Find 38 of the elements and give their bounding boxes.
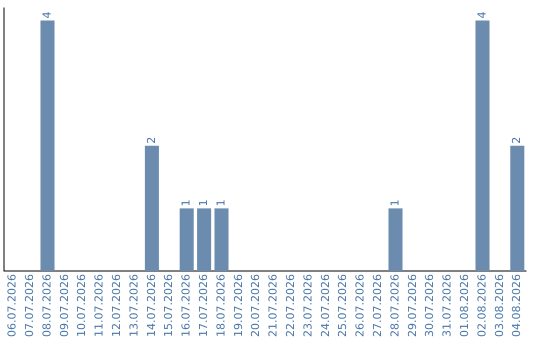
x-tick-label: 18.07.2026: [214, 274, 228, 338]
x-tick-label: 12.07.2026: [110, 274, 123, 338]
x-tick-label: 11.07.2026: [92, 274, 106, 338]
data-label: 1: [388, 199, 402, 206]
data-label: 1: [180, 199, 193, 206]
x-tick-label: 19.07.2026: [232, 274, 245, 338]
data-label: 1: [214, 199, 228, 206]
x-tick-label: 13.07.2026: [127, 274, 140, 338]
x-tick-label: 24.07.2026: [318, 274, 332, 338]
x-tick-label: 26.07.2026: [354, 274, 367, 338]
x-tick-label: 25.07.2026: [336, 274, 350, 338]
data-label: 4: [40, 12, 54, 19]
x-tick-label: 23.07.2026: [301, 274, 314, 338]
data-label: 1: [196, 199, 210, 206]
x-tick-label: 15.07.2026: [162, 274, 176, 338]
x-tick-label: 02.08.2026: [475, 274, 488, 338]
x-tick-label: 30.07.2026: [423, 274, 436, 338]
data-label: 2: [144, 136, 158, 144]
x-tick-label: 08.07.2026: [40, 274, 54, 338]
x-tick-label: 20.07.2026: [249, 274, 262, 338]
x-tick-label: 29.07.2026: [406, 274, 419, 338]
x-tick-label: 06.07.2026: [6, 274, 19, 338]
x-tick-label: 07.07.2026: [22, 274, 36, 338]
x-tick-label: 27.07.2026: [370, 274, 384, 338]
x-tick-label: 17.07.2026: [196, 274, 210, 338]
x-tick-label: 01.08.2026: [458, 274, 471, 338]
x-tick-label: 16.07.2026: [180, 274, 193, 338]
x-tick-label: 22.07.2026: [284, 274, 297, 338]
data-label: 2: [510, 136, 524, 144]
x-tick-label: 21.07.2026: [266, 274, 280, 338]
x-tick-label: 28.07.2026: [388, 274, 402, 338]
data-label: 4: [475, 12, 488, 19]
x-tick-label: 03.08.2026: [492, 274, 506, 338]
x-tick-label: 04.08.2026: [510, 274, 524, 338]
x-tick-label: 10.07.2026: [75, 274, 88, 338]
x-tick-label: 14.07.2026: [144, 274, 158, 338]
x-tick-label: 31.07.2026: [440, 274, 454, 338]
x-tick-label: 09.07.2026: [58, 274, 71, 338]
